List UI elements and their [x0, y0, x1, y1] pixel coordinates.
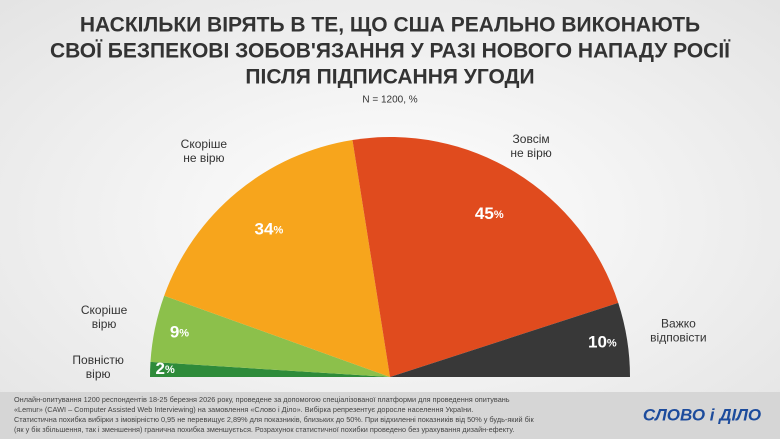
footnote: Статистична похибка вибірки з імовірніст…	[14, 415, 534, 424]
value-number: 45	[475, 204, 494, 223]
footnote: Онлайн-опитування 1200 респондентів 18-2…	[14, 395, 510, 404]
footnote: «Lemur» (CAWI – Computer Assisted Web In…	[14, 405, 473, 414]
footer-box	[0, 392, 780, 439]
pie-slice	[164, 139, 390, 377]
category-line: Скоріше	[81, 303, 128, 317]
chart-title: СВОЇ БЕЗПЕКОВІ ЗОБОВ'ЯЗАННЯ У РАЗІ НОВОГ…	[50, 40, 731, 63]
value-label: 2%	[155, 359, 174, 378]
value-unit: %	[179, 327, 189, 339]
category-line: не вірю	[510, 146, 551, 160]
category-label: Зовсім не вірю	[510, 132, 551, 160]
value-unit: %	[494, 209, 504, 221]
logo: СЛОВО і ДІЛО	[643, 405, 761, 424]
chart-title: НАСКІЛЬКИ ВІРЯТЬ В ТЕ, ЩО США РЕАЛЬНО ВИ…	[80, 14, 700, 37]
category-label: Скоріше не вірю	[181, 137, 228, 165]
value-unit: %	[165, 364, 175, 376]
value-label: 34%	[255, 220, 284, 239]
value-number: 10	[588, 333, 607, 352]
value-label: 45%	[475, 204, 504, 223]
value-number: 9	[170, 323, 179, 342]
value-unit: %	[607, 337, 617, 349]
category-line: відповісти	[650, 330, 706, 344]
value-label: 9%	[170, 323, 189, 342]
value-unit: %	[273, 225, 283, 237]
pie-slice	[150, 295, 390, 377]
category-label: Скоріше вірю	[81, 303, 128, 331]
pie-slice	[390, 302, 630, 377]
category-label: Повністю вірю	[72, 353, 123, 381]
pie-slice	[352, 137, 619, 377]
chart-title: ПІСЛЯ ПІДПИСАННЯ УГОДИ	[245, 66, 534, 89]
category-line: Зовсім	[513, 132, 550, 146]
pie-slice	[150, 361, 390, 377]
value-number: 2	[155, 359, 164, 378]
category-line: Скоріше	[181, 137, 228, 151]
category-line: вірю	[86, 367, 111, 381]
footnote: (як у бік збільшення, так і зменшення) г…	[14, 425, 514, 434]
category-line: Повністю	[72, 353, 123, 367]
category-label: Важко відповісти	[650, 316, 706, 344]
category-line: Важко	[661, 316, 696, 330]
value-number: 34	[255, 220, 274, 239]
value-label: 10%	[588, 333, 617, 352]
category-line: не вірю	[183, 151, 224, 165]
category-line: вірю	[92, 317, 117, 331]
subtitle: N = 1200, %	[362, 95, 417, 106]
